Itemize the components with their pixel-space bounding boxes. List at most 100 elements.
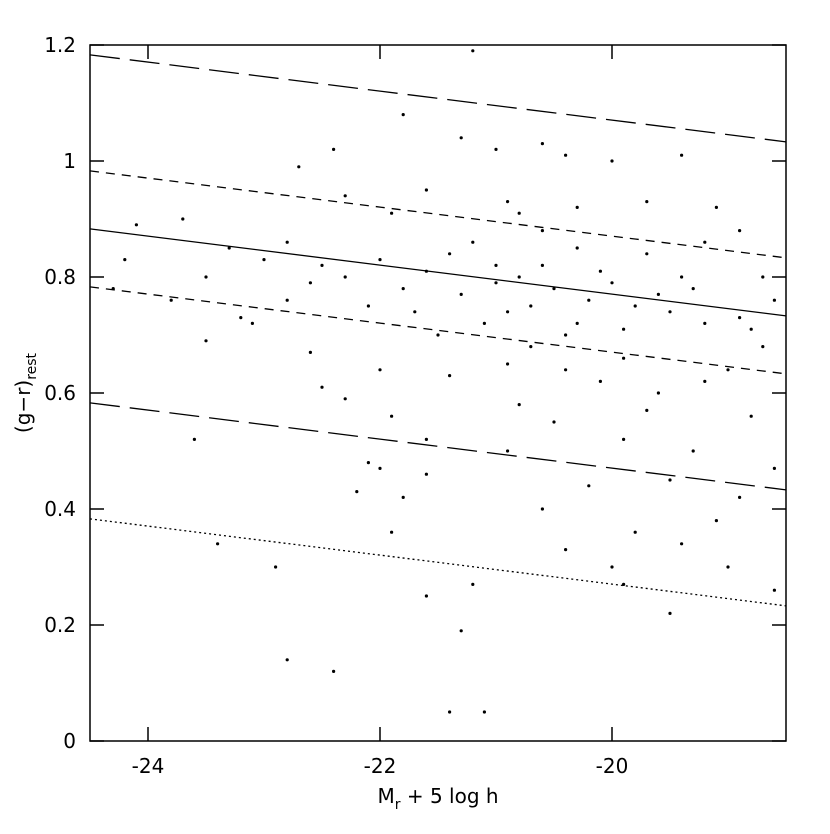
point	[332, 147, 336, 151]
point	[668, 478, 672, 482]
point	[587, 484, 591, 488]
y-label-main: (g−r)	[11, 380, 35, 433]
y-tick-label: 0.2	[44, 613, 76, 637]
point	[494, 147, 498, 151]
point	[448, 374, 452, 378]
point	[204, 275, 208, 279]
point	[761, 275, 765, 279]
point	[564, 368, 568, 372]
point	[216, 542, 220, 546]
point	[575, 205, 579, 209]
x-label-sub: r	[395, 797, 401, 813]
point	[564, 333, 568, 337]
point	[448, 710, 452, 714]
point	[192, 437, 196, 441]
point	[610, 281, 614, 285]
point	[308, 350, 312, 354]
point	[703, 321, 707, 325]
point	[378, 258, 382, 262]
point	[134, 223, 138, 227]
point	[540, 229, 545, 233]
point	[772, 466, 777, 470]
point	[656, 292, 661, 296]
point	[540, 507, 545, 511]
point	[494, 263, 498, 267]
point	[714, 519, 719, 523]
point	[424, 269, 428, 273]
point	[610, 565, 614, 569]
point	[332, 669, 336, 674]
point	[262, 258, 266, 262]
point	[587, 298, 591, 302]
point	[285, 240, 289, 244]
x-tick-label: -24	[132, 754, 165, 778]
point	[424, 472, 428, 476]
point	[471, 49, 475, 53]
y-label-sub: rest	[24, 352, 40, 379]
point	[320, 263, 324, 267]
point	[703, 379, 707, 383]
point	[680, 153, 684, 157]
y-tick-label: 0	[63, 729, 76, 753]
point	[726, 368, 730, 372]
point	[517, 211, 521, 215]
point	[123, 258, 127, 262]
point	[622, 327, 626, 331]
point	[749, 327, 753, 331]
point	[714, 205, 719, 209]
y-tick-label: 1.2	[44, 33, 76, 57]
point	[285, 658, 289, 662]
point	[448, 252, 452, 256]
point	[482, 321, 486, 325]
x-label-rest: + 5 log h	[400, 784, 498, 808]
point	[378, 368, 382, 372]
reference-line	[89, 286, 787, 375]
y-tick-label: 0.6	[44, 381, 76, 405]
reference-line	[89, 54, 787, 143]
reference-line	[89, 518, 787, 607]
point	[181, 217, 185, 221]
point	[436, 333, 440, 337]
y-axis-label: (g−r)rest	[11, 352, 40, 433]
point	[633, 304, 637, 308]
point	[598, 269, 603, 273]
y-tick-label: 1	[63, 149, 76, 173]
point	[645, 408, 649, 412]
point	[459, 292, 463, 296]
point	[111, 287, 115, 291]
point	[517, 275, 521, 279]
point	[645, 252, 649, 256]
point	[390, 530, 394, 534]
point	[552, 287, 556, 291]
reference-line	[89, 402, 787, 491]
x-axis-label: Mr + 5 log h	[377, 784, 498, 813]
point	[575, 321, 579, 325]
point	[506, 362, 510, 366]
point	[622, 582, 626, 587]
point	[680, 542, 684, 546]
point	[703, 240, 707, 244]
y-tick-label: 0.8	[44, 265, 76, 289]
point	[761, 345, 765, 349]
point	[540, 263, 545, 267]
x-tick-label: -20	[596, 754, 629, 778]
point	[691, 287, 695, 291]
point	[204, 339, 208, 343]
point	[459, 629, 463, 633]
point	[401, 495, 405, 499]
point	[366, 304, 370, 308]
point	[622, 437, 626, 441]
point	[622, 356, 626, 360]
point	[633, 530, 637, 534]
point	[494, 281, 498, 285]
point	[459, 136, 463, 140]
point	[343, 397, 347, 401]
point	[564, 153, 568, 157]
plot-frame	[89, 44, 787, 742]
point	[471, 240, 475, 244]
point	[610, 159, 614, 163]
y-tick-label: 0.4	[44, 497, 76, 521]
point	[250, 321, 254, 325]
point	[738, 316, 742, 320]
